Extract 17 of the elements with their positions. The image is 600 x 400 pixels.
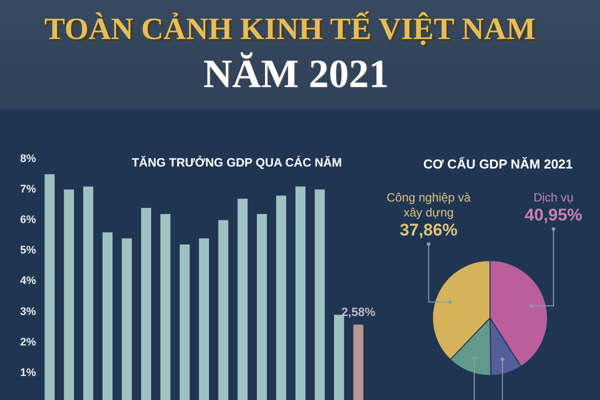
text: TOÀN CẢNH KINH TẾ VIỆT NAM [43,11,537,47]
slice-label: Công nghiệp và xây dựng [386,190,471,220]
data-label: 2,58% [341,304,376,319]
data-label: 40,95% [524,206,582,225]
y-tick-label: 6% [20,214,36,226]
y-tick-label: 4% [20,275,36,288]
text: NĂM 2021 [202,50,390,97]
chart-title: CƠ CẤU GDP NĂM 2021 [423,156,573,172]
y-tick-label: 2% [20,336,36,348]
y-tick-label: 8% [20,153,36,166]
y-tick-label: 7% [20,184,36,196]
y-tick-label: 3% [20,306,36,318]
y-tick-label: 5% [20,244,36,257]
chart-title: TĂNG TRƯỞNG GDP QUA CÁC NĂM [132,155,342,170]
y-tick-label: 1% [20,366,36,379]
slice-label: Dịch vụ [533,190,574,204]
data-label: 37,86% [400,220,458,240]
